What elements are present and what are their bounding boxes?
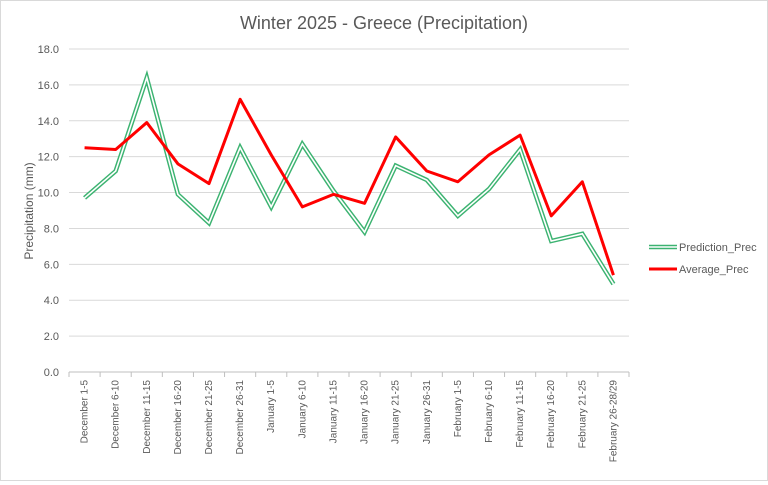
y-tick-labels: 0.0 2.0 4.0 6.0 8.0 10.0 12.0 14.0 16.0 18.0 <box>38 44 59 379</box>
x-tick-label: January 11-15 <box>328 380 339 444</box>
y-axis-label: Precipitation (mm) <box>22 162 36 259</box>
x-tick-label: January 21-25 <box>391 380 402 444</box>
y-tick-label: 0.0 <box>44 367 59 379</box>
x-tick-label: February 11-15 <box>515 380 526 448</box>
y-tick-label: 10.0 <box>38 188 59 200</box>
x-tick-label: February 6-10 <box>484 380 495 443</box>
x-tick-label: January 6-10 <box>297 380 308 439</box>
y-tick-label: 18.0 <box>38 44 59 56</box>
series-lines <box>83 69 616 286</box>
x-tick-label: December 16-20 <box>173 380 184 455</box>
x-tick-label: January 16-20 <box>360 380 371 444</box>
x-tick-label: December 26-31 <box>235 380 246 455</box>
y-tick-label: 12.0 <box>38 152 59 164</box>
x-tick-label: February 26-28/29 <box>608 380 619 463</box>
x-tick-label: February 1-5 <box>453 380 464 438</box>
y-tick-label: 6.0 <box>44 259 59 271</box>
y-tick-label: 4.0 <box>44 295 59 307</box>
chart-title: Winter 2025 - Greece (Precipitation) <box>240 13 528 33</box>
y-tick-label: 2.0 <box>44 331 59 343</box>
x-tick-label: December 21-25 <box>204 380 215 455</box>
legend-label: Prediction_Prec <box>679 242 757 254</box>
y-tick-label: 14.0 <box>38 116 59 128</box>
series-line-prediction-prec <box>83 69 616 286</box>
y-tick-label: 16.0 <box>38 80 59 92</box>
series-line-average-prec <box>84 97 615 276</box>
legend-label: Average_Prec <box>679 264 749 276</box>
x-tick-label: December 6-10 <box>111 380 122 449</box>
x-tick-label: December 1-5 <box>80 380 91 444</box>
x-tick-label: January 26-31 <box>422 380 433 444</box>
x-tick-label: December 11-15 <box>142 380 153 454</box>
x-tick-label: February 16-20 <box>546 380 557 449</box>
x-tick-labels: December 1-5 December 6-10 December 11-15 D… <box>68 372 630 463</box>
y-tick-label: 8.0 <box>44 223 59 235</box>
x-tick-label: January 1-5 <box>266 380 277 433</box>
x-tick-label: February 21-25 <box>577 380 588 449</box>
gridlines <box>69 48 629 373</box>
legend: Prediction_Prec Average_Prec <box>649 242 757 276</box>
series-line-prediction-prec-inner <box>84 74 615 285</box>
